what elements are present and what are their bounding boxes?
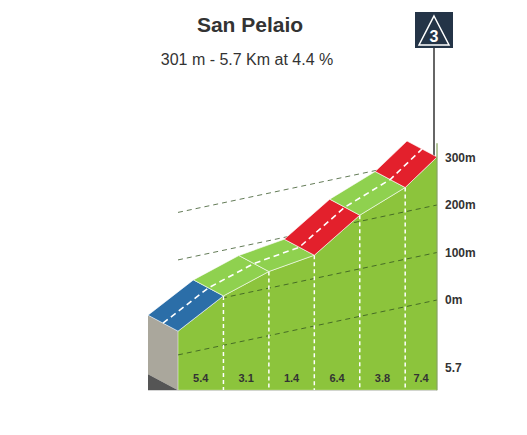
x-tick-label: 1 bbox=[220, 399, 227, 414]
km-line bbox=[404, 188, 406, 391]
y-tick-label: 300m bbox=[445, 151, 476, 165]
grid-line bbox=[178, 300, 437, 355]
y-axis bbox=[437, 143, 438, 390]
profile-face bbox=[178, 157, 437, 390]
x-tick-label: 5.7 bbox=[445, 361, 462, 375]
gradient-label: 5.4 bbox=[193, 372, 209, 384]
chart: San Pelaio 301 m - 5.7 Km at 4.4 % 3 0m 100m… bbox=[0, 0, 527, 435]
x-tick-label: 4 bbox=[356, 399, 364, 414]
badge-triangle bbox=[419, 16, 449, 45]
side-base bbox=[148, 374, 178, 390]
x-tick-label: 2 bbox=[265, 399, 272, 414]
km-line bbox=[314, 255, 316, 390]
ribbon-centerline bbox=[163, 149, 422, 323]
gradient-label: 6.4 bbox=[329, 372, 345, 384]
km-line bbox=[223, 296, 225, 390]
y-tick-label: 0m bbox=[445, 293, 462, 307]
gradient-label: 7.4 bbox=[413, 372, 429, 384]
km-line bbox=[359, 215, 361, 390]
badge-label: 3 bbox=[430, 28, 439, 45]
km-line bbox=[268, 272, 270, 391]
badge-pole bbox=[433, 46, 435, 157]
badge bbox=[415, 12, 453, 48]
gradient-label: 3.1 bbox=[239, 372, 254, 384]
gradient-label: 1.4 bbox=[284, 372, 300, 384]
y-tick-label: 100m bbox=[445, 246, 476, 260]
title: San Pelaio bbox=[197, 13, 303, 36]
x-tick-label: 3 bbox=[311, 399, 318, 414]
x-tick-label: 5 bbox=[402, 399, 409, 414]
plot-area bbox=[148, 141, 437, 390]
y-tick-label: 200m bbox=[445, 198, 476, 212]
gradient-label: 3.8 bbox=[375, 372, 390, 384]
subtitle: 301 m - 5.7 Km at 4.4 % bbox=[161, 51, 334, 68]
